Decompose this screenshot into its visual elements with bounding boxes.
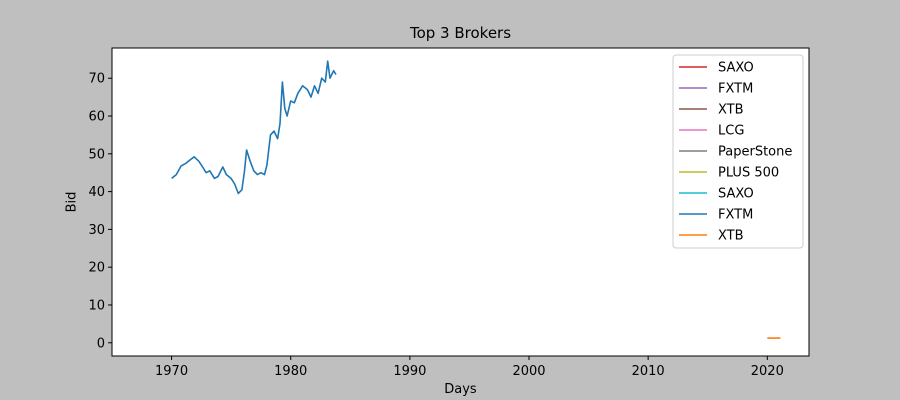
y-tick-label: 70 xyxy=(88,72,105,87)
y-tick-label: 30 xyxy=(88,223,105,238)
y-axis-label: Bid xyxy=(64,191,80,213)
x-tick-label: 2020 xyxy=(751,364,784,379)
legend-label: XTB xyxy=(718,229,744,244)
y-tick-label: 20 xyxy=(88,261,105,276)
series-lines xyxy=(171,60,781,340)
y-tick-label: 0 xyxy=(97,336,105,351)
legend-label: FXTM xyxy=(718,82,753,97)
legend-label: SAXO xyxy=(718,187,754,202)
legend-label: PLUS 500 xyxy=(718,166,779,181)
legend-box xyxy=(672,54,804,249)
y-axis-ticks: 0 10 20 30 40 50 60 70 xyxy=(88,72,112,351)
x-tick-label: 1980 xyxy=(274,364,307,379)
x-tick-label: 1990 xyxy=(393,364,426,379)
x-tick-label: 2010 xyxy=(632,364,665,379)
y-tick-label: 40 xyxy=(88,185,105,200)
legend-label: FXTM xyxy=(718,208,753,223)
legend-label: PaperStone xyxy=(718,145,792,160)
x-tick-label: 1970 xyxy=(155,364,188,379)
x-tick-label: 2000 xyxy=(512,364,545,379)
chart-title: Top 3 Brokers xyxy=(409,24,512,42)
y-tick-label: 60 xyxy=(88,110,105,125)
legend: SAXO FXTM XTB LCG PaperStone PLUS 500 SAXO FXTM… xyxy=(672,54,804,249)
y-tick-label: 10 xyxy=(88,298,105,313)
x-axis-label: Days xyxy=(444,382,477,397)
legend-label: LCG xyxy=(718,124,744,139)
legend-label: SAXO xyxy=(718,61,754,76)
series-line-7 xyxy=(171,60,337,195)
legend-label: XTB xyxy=(718,103,744,118)
y-tick-label: 50 xyxy=(88,147,105,162)
x-axis-ticks: 1970 1980 1990 2000 2010 2020 xyxy=(155,356,784,379)
